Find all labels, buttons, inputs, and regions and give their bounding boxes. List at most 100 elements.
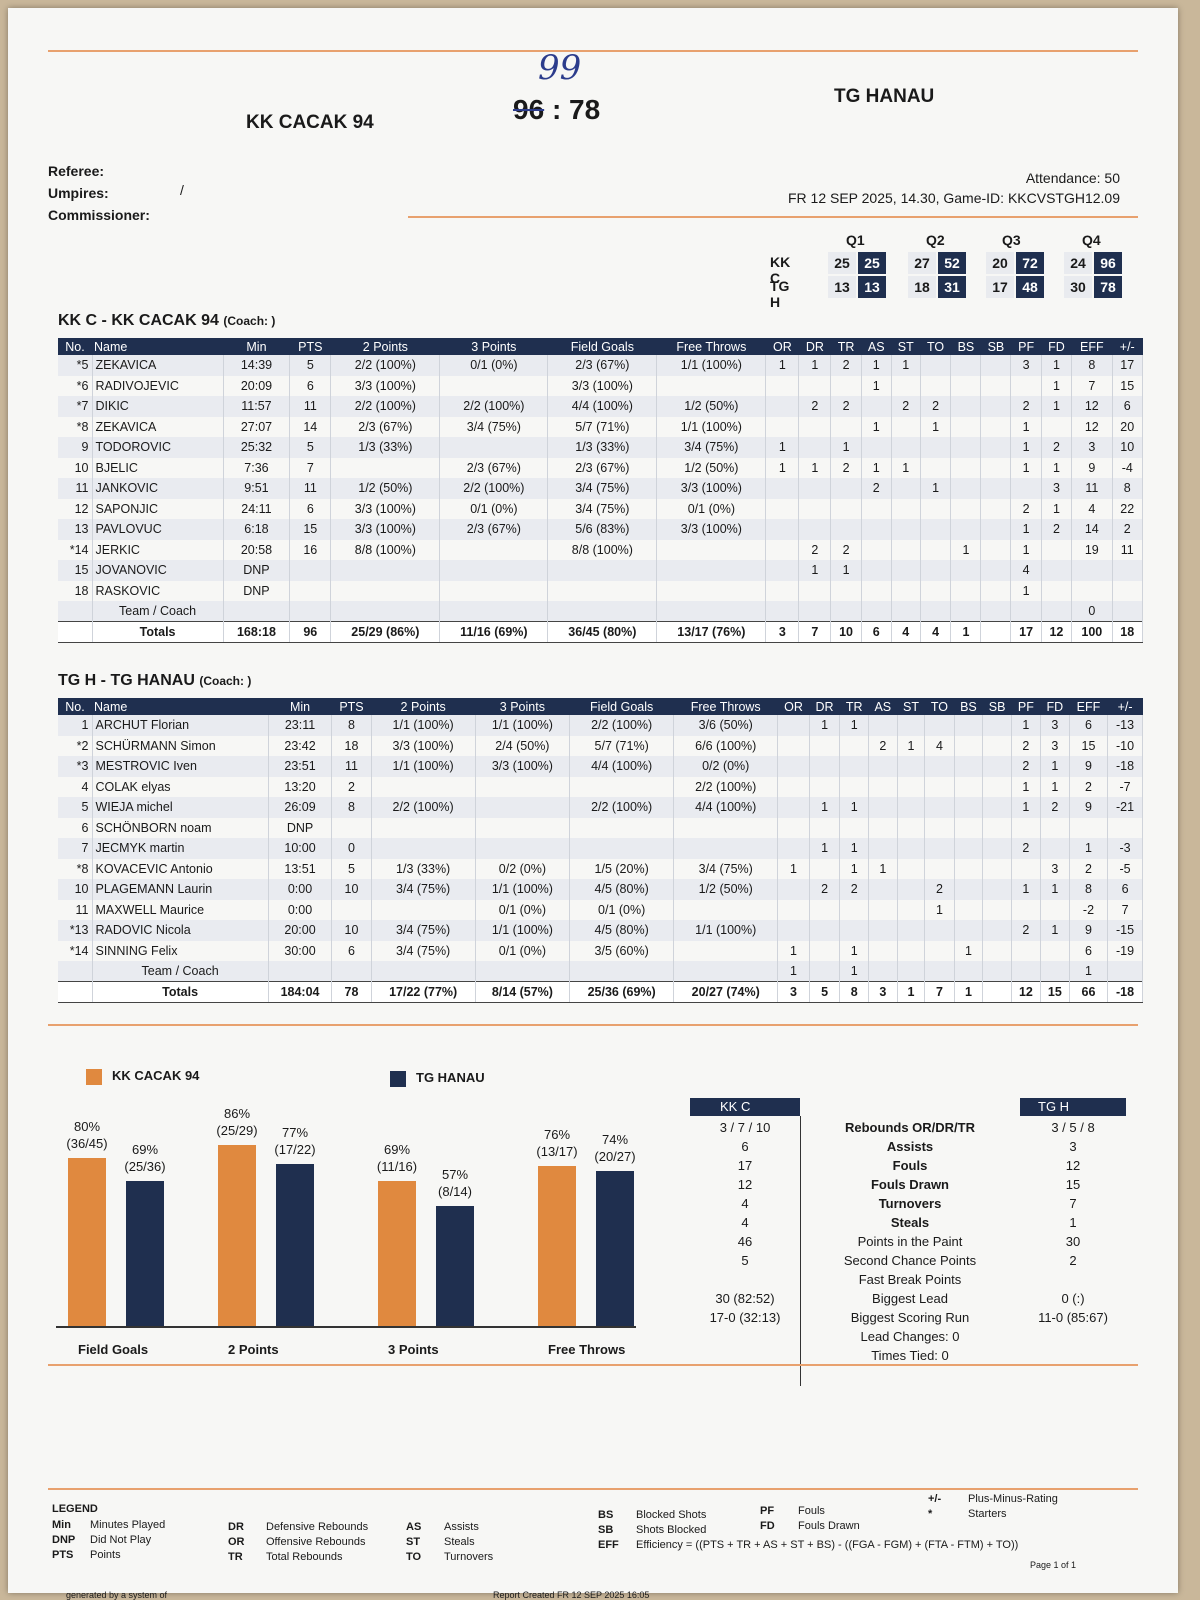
cell-min: [223, 601, 291, 622]
col-header-name: Name: [92, 338, 224, 355]
legend-desc: Did Not Play: [90, 1534, 152, 1546]
cell-eff: 11: [1071, 478, 1113, 499]
cell-or: [777, 920, 810, 941]
cell-as: 2: [861, 478, 892, 499]
player-row: *14 SINNING Felix 30:00 6 3/4 (75%) 0/1 (0%) 3…: [58, 940, 1143, 961]
cell-tr: [830, 416, 862, 437]
cell-to: [924, 776, 955, 797]
player-row: 13 PAVLOVUC 6:18 15 3/3 (100%) 2/3 (67%) 5/6 (…: [58, 519, 1144, 540]
legend-abbr: TR: [228, 1551, 243, 1563]
cell-pts: 11: [289, 478, 332, 499]
cmp-home-value: 4: [741, 1196, 749, 1211]
cmp-row: 17-0 (32:13) Biggest Scoring Run 11-0 (85:…: [690, 1308, 1126, 1327]
cell-name: ZEKAVICA: [92, 416, 224, 437]
legend-column: AS Assists ST Steals TO Turnovers: [406, 1520, 493, 1565]
legend-entry: +/- Plus-Minus-Rating: [928, 1492, 1058, 1507]
cell-min: 0:00: [268, 899, 333, 920]
cell-bs: [950, 375, 982, 396]
cell-st: [897, 817, 926, 838]
cell-plus-minus: 6: [1112, 396, 1144, 417]
legend-abbr: DNP: [52, 1534, 76, 1546]
cell-sb: [982, 817, 1012, 838]
category-label-field-goals: Field Goals: [78, 1342, 149, 1357]
cell-no: [58, 961, 93, 982]
cell-dr: [809, 735, 841, 756]
cell-no: 5: [58, 797, 93, 818]
cell-plus-minus: 6: [1107, 879, 1143, 900]
cell-dr: [809, 756, 841, 777]
cell-fg: [569, 961, 675, 982]
player-row: 9 TODOROVIC 25:32 5 1/3 (33%) 1/3 (33%) 3/4 (7…: [58, 437, 1144, 458]
cell-as: 1: [861, 355, 892, 376]
player-row: *2 SCHÜRMANN Simon 23:42 18 3/3 (100%) 2/4 (5…: [58, 735, 1143, 756]
home-q3-total: 72: [1016, 252, 1044, 274]
cell-eff: 3: [1071, 437, 1113, 458]
cell-name: JECMYK martin: [92, 838, 269, 859]
cell-fg: 2/3 (67%): [547, 457, 658, 478]
cell-fg: 4/5 (80%): [569, 920, 675, 941]
cell-ft: [656, 601, 767, 622]
col-header-tr: TR: [830, 338, 862, 355]
cell-min: 6:18: [223, 519, 291, 540]
cell-fg: [569, 817, 675, 838]
cell-ft: [673, 838, 779, 859]
cell-pf: 1: [1010, 437, 1042, 458]
col-header-st: ST: [891, 338, 921, 355]
bar-two-points-away: [276, 1164, 314, 1326]
cell-three-pt: 3/4 (75%): [439, 416, 549, 437]
cell-eff: 12: [1071, 396, 1113, 417]
legend-abbr: PTS: [52, 1549, 74, 1561]
score-sheet-paper: KK CACAK 94 99 96 : 78 TG HANAU Referee:…: [8, 8, 1178, 1600]
legend-swatch-away: [390, 1070, 406, 1087]
cell-no: *3: [58, 756, 93, 777]
player-row: 5 WIEJA michel 26:09 8 2/2 (100%) 2/2 (100%) 4…: [58, 797, 1143, 818]
home-team-name: KK CACAK 94: [246, 112, 374, 133]
handwritten-score-correction: 99: [538, 48, 582, 88]
player-row: *8 KOVACEVIC Antonio 13:51 5 1/3 (33%) 0/2 (0…: [58, 858, 1143, 879]
cell-fg: 1/3 (33%): [547, 437, 658, 458]
cell-min: 20:58: [223, 539, 291, 560]
cell-sb: [982, 838, 1012, 859]
cell-sb: [980, 437, 1012, 458]
cell-bs: [954, 879, 984, 900]
cell-two-pt: 3/4 (75%): [371, 920, 476, 941]
legend-desc: Efficiency = ((PTS + TR + AS + ST + BS) …: [636, 1539, 1019, 1551]
cell-plus-minus: -19: [1107, 940, 1143, 961]
cell-pts: [331, 817, 372, 838]
cell-pf: [1011, 940, 1041, 961]
cell-to: [920, 437, 952, 458]
cell-pf: 1: [1011, 715, 1041, 736]
cmp-away-value: 30: [1065, 1234, 1081, 1249]
away-q1-points: 13: [828, 276, 856, 298]
cell-pts: 11: [289, 396, 332, 417]
player-row: *6 RADIVOJEVIC 20:09 6 3/3 (100%) 3/3 (100%) 1…: [58, 375, 1144, 396]
cell-pts: 5: [289, 437, 332, 458]
cell-tr: [830, 580, 862, 601]
cell-three-pt: 2/2 (100%): [439, 478, 549, 499]
cell-min: DNP: [268, 817, 333, 838]
cell-no: [58, 621, 93, 643]
col-header-fg: Field Goals: [547, 338, 657, 355]
legend-desc: Fouls: [798, 1505, 825, 1517]
cell-name: PLAGEMANN Laurin: [92, 879, 269, 900]
cell-plus-minus: -4: [1112, 457, 1144, 478]
cell-pf: [1011, 961, 1041, 982]
cmp-label: Second Chance Points: [843, 1253, 977, 1268]
col-header-fd: FD: [1040, 698, 1070, 715]
cell-pf: 12: [1011, 981, 1041, 1003]
legend-column: +/- Plus-Minus-Rating * Starters: [928, 1492, 1058, 1522]
cell-three-pt: 2/2 (100%): [439, 396, 549, 417]
cell-two-pt: 1/2 (50%): [330, 478, 441, 499]
cell-no: *14: [58, 940, 93, 961]
cell-three-pt: [439, 375, 549, 396]
cell-pf: 2: [1011, 920, 1041, 941]
cell-dr: 1: [809, 715, 841, 736]
cell-no: *13: [58, 920, 93, 941]
legend-abbr: Min: [52, 1519, 71, 1531]
cell-pf: [1011, 858, 1041, 879]
cell-bs: [954, 961, 984, 982]
cmp-home-value: 46: [737, 1234, 753, 1249]
cell-eff: 14: [1071, 519, 1113, 540]
cell-bs: [954, 858, 984, 879]
cell-no: *7: [58, 396, 93, 417]
